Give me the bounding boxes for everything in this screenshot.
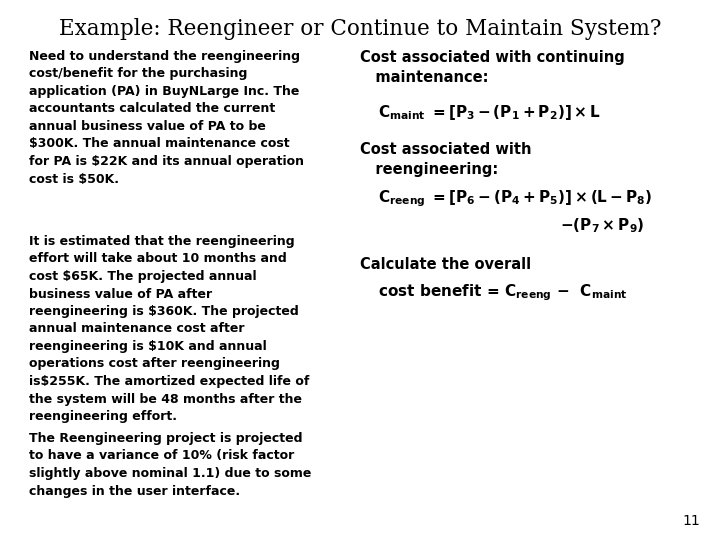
Text: Calculate the overall: Calculate the overall	[360, 257, 531, 272]
Text: The Reengineering project is projected
to have a variance of 10% (risk factor
sl: The Reengineering project is projected t…	[29, 432, 311, 497]
Text: $\mathbf{C_{reeng}}$ $\mathbf{= [P_6 - (P_4 + P_5)] \times (L - P_8)}$: $\mathbf{C_{reeng}}$ $\mathbf{= [P_6 - (…	[378, 188, 652, 208]
Text: It is estimated that the reengineering
effort will take about 10 months and
cost: It is estimated that the reengineering e…	[29, 235, 309, 423]
Text: $\mathbf{C_{maint}}$ $\mathbf{= [P_3 - (P_1 + P_2)] \times L}$: $\mathbf{C_{maint}}$ $\mathbf{= [P_3 - (…	[378, 103, 601, 122]
Text: Cost associated with continuing
   maintenance:: Cost associated with continuing maintena…	[360, 50, 625, 85]
Text: $\mathbf{- (P_7 \times P_9)}$: $\mathbf{- (P_7 \times P_9)}$	[560, 216, 644, 235]
Text: Cost associated with
   reengineering:: Cost associated with reengineering:	[360, 142, 531, 178]
Text: cost benefit = $\mathbf{C_{reeng}}$ $\mathbf{-}$  $\mathbf{C_{maint}}$: cost benefit = $\mathbf{C_{reeng}}$ $\ma…	[378, 282, 628, 302]
Text: 11: 11	[683, 514, 700, 528]
Text: Example: Reengineer or Continue to Maintain System?: Example: Reengineer or Continue to Maint…	[59, 18, 661, 40]
Text: Need to understand the reengineering
cost/benefit for the purchasing
application: Need to understand the reengineering cos…	[29, 50, 304, 186]
